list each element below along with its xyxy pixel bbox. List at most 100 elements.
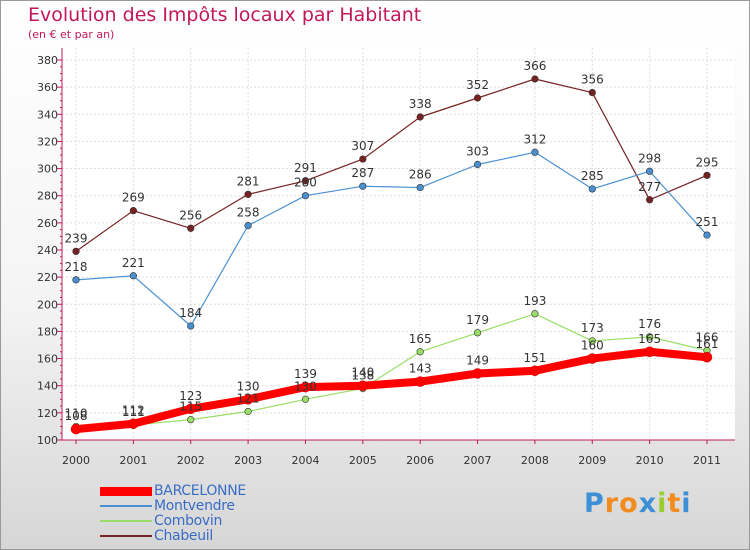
chart-legend: BARCELONNE Montvendre Combovin Chabeuil: [100, 483, 400, 544]
data-point: [703, 231, 711, 239]
y-tick-label: 300: [37, 163, 58, 176]
legend-item-montvendre: Montvendre: [100, 498, 400, 514]
data-point: [242, 394, 254, 405]
y-tick-label: 120: [37, 407, 58, 420]
data-label: 165: [638, 332, 661, 346]
legend-item-chabeuil: Chabeuil: [100, 528, 400, 544]
data-point: [70, 423, 82, 435]
data-point: [187, 416, 195, 424]
data-label: 287: [351, 166, 374, 180]
data-point: [531, 75, 539, 83]
legend-swatch: [100, 520, 152, 522]
plot-area: [62, 48, 735, 440]
y-tick-label: 260: [37, 217, 58, 230]
data-label: 218: [65, 260, 88, 274]
series-line-montvendre: [75, 151, 708, 327]
data-label: 161: [696, 337, 719, 351]
proxiti-logo: Proxiti: [584, 488, 692, 519]
data-label: 184: [179, 306, 202, 320]
data-point: [531, 310, 539, 318]
legend-label: Combovin: [154, 513, 223, 529]
data-point: [359, 155, 367, 163]
data-label: 352: [466, 78, 489, 92]
data-point: [587, 353, 598, 364]
data-label: 149: [466, 354, 489, 368]
data-point: [185, 403, 196, 415]
data-label: 256: [179, 208, 202, 222]
data-label: 138: [351, 368, 374, 382]
data-point: [473, 160, 482, 169]
series-line-chabeuil: [75, 78, 708, 252]
data-label: 130: [237, 379, 260, 393]
data-label: 123: [179, 389, 202, 403]
data-label: 176: [638, 317, 661, 331]
x-tick-label: 2007: [464, 454, 492, 467]
data-point: [529, 365, 541, 377]
legend-item-combovin: Combovin: [100, 513, 400, 529]
x-tick-label: 2004: [291, 454, 319, 467]
legend-swatch: [100, 505, 152, 507]
legend-item-barcelonne: BARCELONNE: [100, 483, 400, 499]
logo-letter: t: [667, 488, 682, 519]
data-label: 286: [409, 168, 432, 182]
legend-swatch: [100, 486, 152, 496]
x-tick-label: 2010: [636, 454, 664, 467]
y-tick-label: 140: [37, 380, 58, 393]
data-label: 111: [122, 405, 145, 419]
data-point: [244, 190, 252, 198]
data-point: [646, 196, 654, 204]
x-tick-label: 2009: [578, 454, 606, 467]
legend-label: BARCELONNE: [154, 483, 246, 499]
data-point: [588, 88, 596, 97]
data-point: [646, 333, 654, 341]
data-label: 151: [523, 351, 546, 365]
data-point: [359, 182, 367, 190]
data-label: 269: [122, 191, 145, 205]
y-tick-label: 320: [37, 135, 58, 148]
data-label: 110: [65, 406, 88, 420]
data-label: 121: [237, 392, 260, 406]
data-label: 298: [638, 151, 661, 165]
data-label: 112: [122, 404, 145, 418]
data-point: [701, 351, 713, 363]
data-label: 307: [351, 139, 374, 153]
logo-letter: o: [619, 488, 639, 519]
chart-title: Evolution des Impôts locaux par Habitant: [28, 4, 422, 26]
data-label: 221: [122, 256, 145, 270]
data-point: [472, 368, 483, 379]
series-line-barcelonne: [72, 347, 711, 434]
data-point: [416, 113, 424, 121]
y-tick-label: 240: [37, 244, 58, 257]
logo-letter: r: [604, 488, 620, 519]
x-tick-label: 2011: [693, 454, 721, 467]
data-label: 166: [696, 330, 719, 344]
y-tick-label: 100: [37, 434, 58, 447]
data-label: 356: [581, 73, 604, 87]
legend-label: Montvendre: [154, 498, 235, 514]
data-label: 258: [237, 206, 260, 220]
data-point: [703, 171, 711, 179]
data-point: [301, 192, 310, 200]
data-point: [129, 207, 137, 215]
x-tick-label: 2008: [521, 454, 549, 467]
y-tick-label: 160: [37, 353, 58, 366]
data-label: 115: [179, 400, 202, 414]
data-point: [588, 185, 596, 193]
data-label: 108: [65, 409, 88, 423]
x-tick-label: 2005: [349, 454, 377, 467]
data-label: 173: [581, 321, 604, 335]
data-point: [187, 322, 195, 330]
data-label: 281: [237, 174, 260, 188]
y-tick-label: 340: [37, 108, 58, 121]
data-point: [357, 380, 369, 391]
data-label: 277: [638, 180, 661, 194]
data-label: 280: [294, 176, 317, 190]
data-point: [473, 329, 482, 337]
chart-subtitle: (en € et par an): [28, 28, 115, 41]
data-point: [244, 221, 252, 230]
logo-letter: P: [584, 488, 605, 519]
data-point: [301, 395, 310, 403]
data-label: 291: [294, 161, 317, 175]
x-tick-label: 2002: [177, 454, 205, 467]
